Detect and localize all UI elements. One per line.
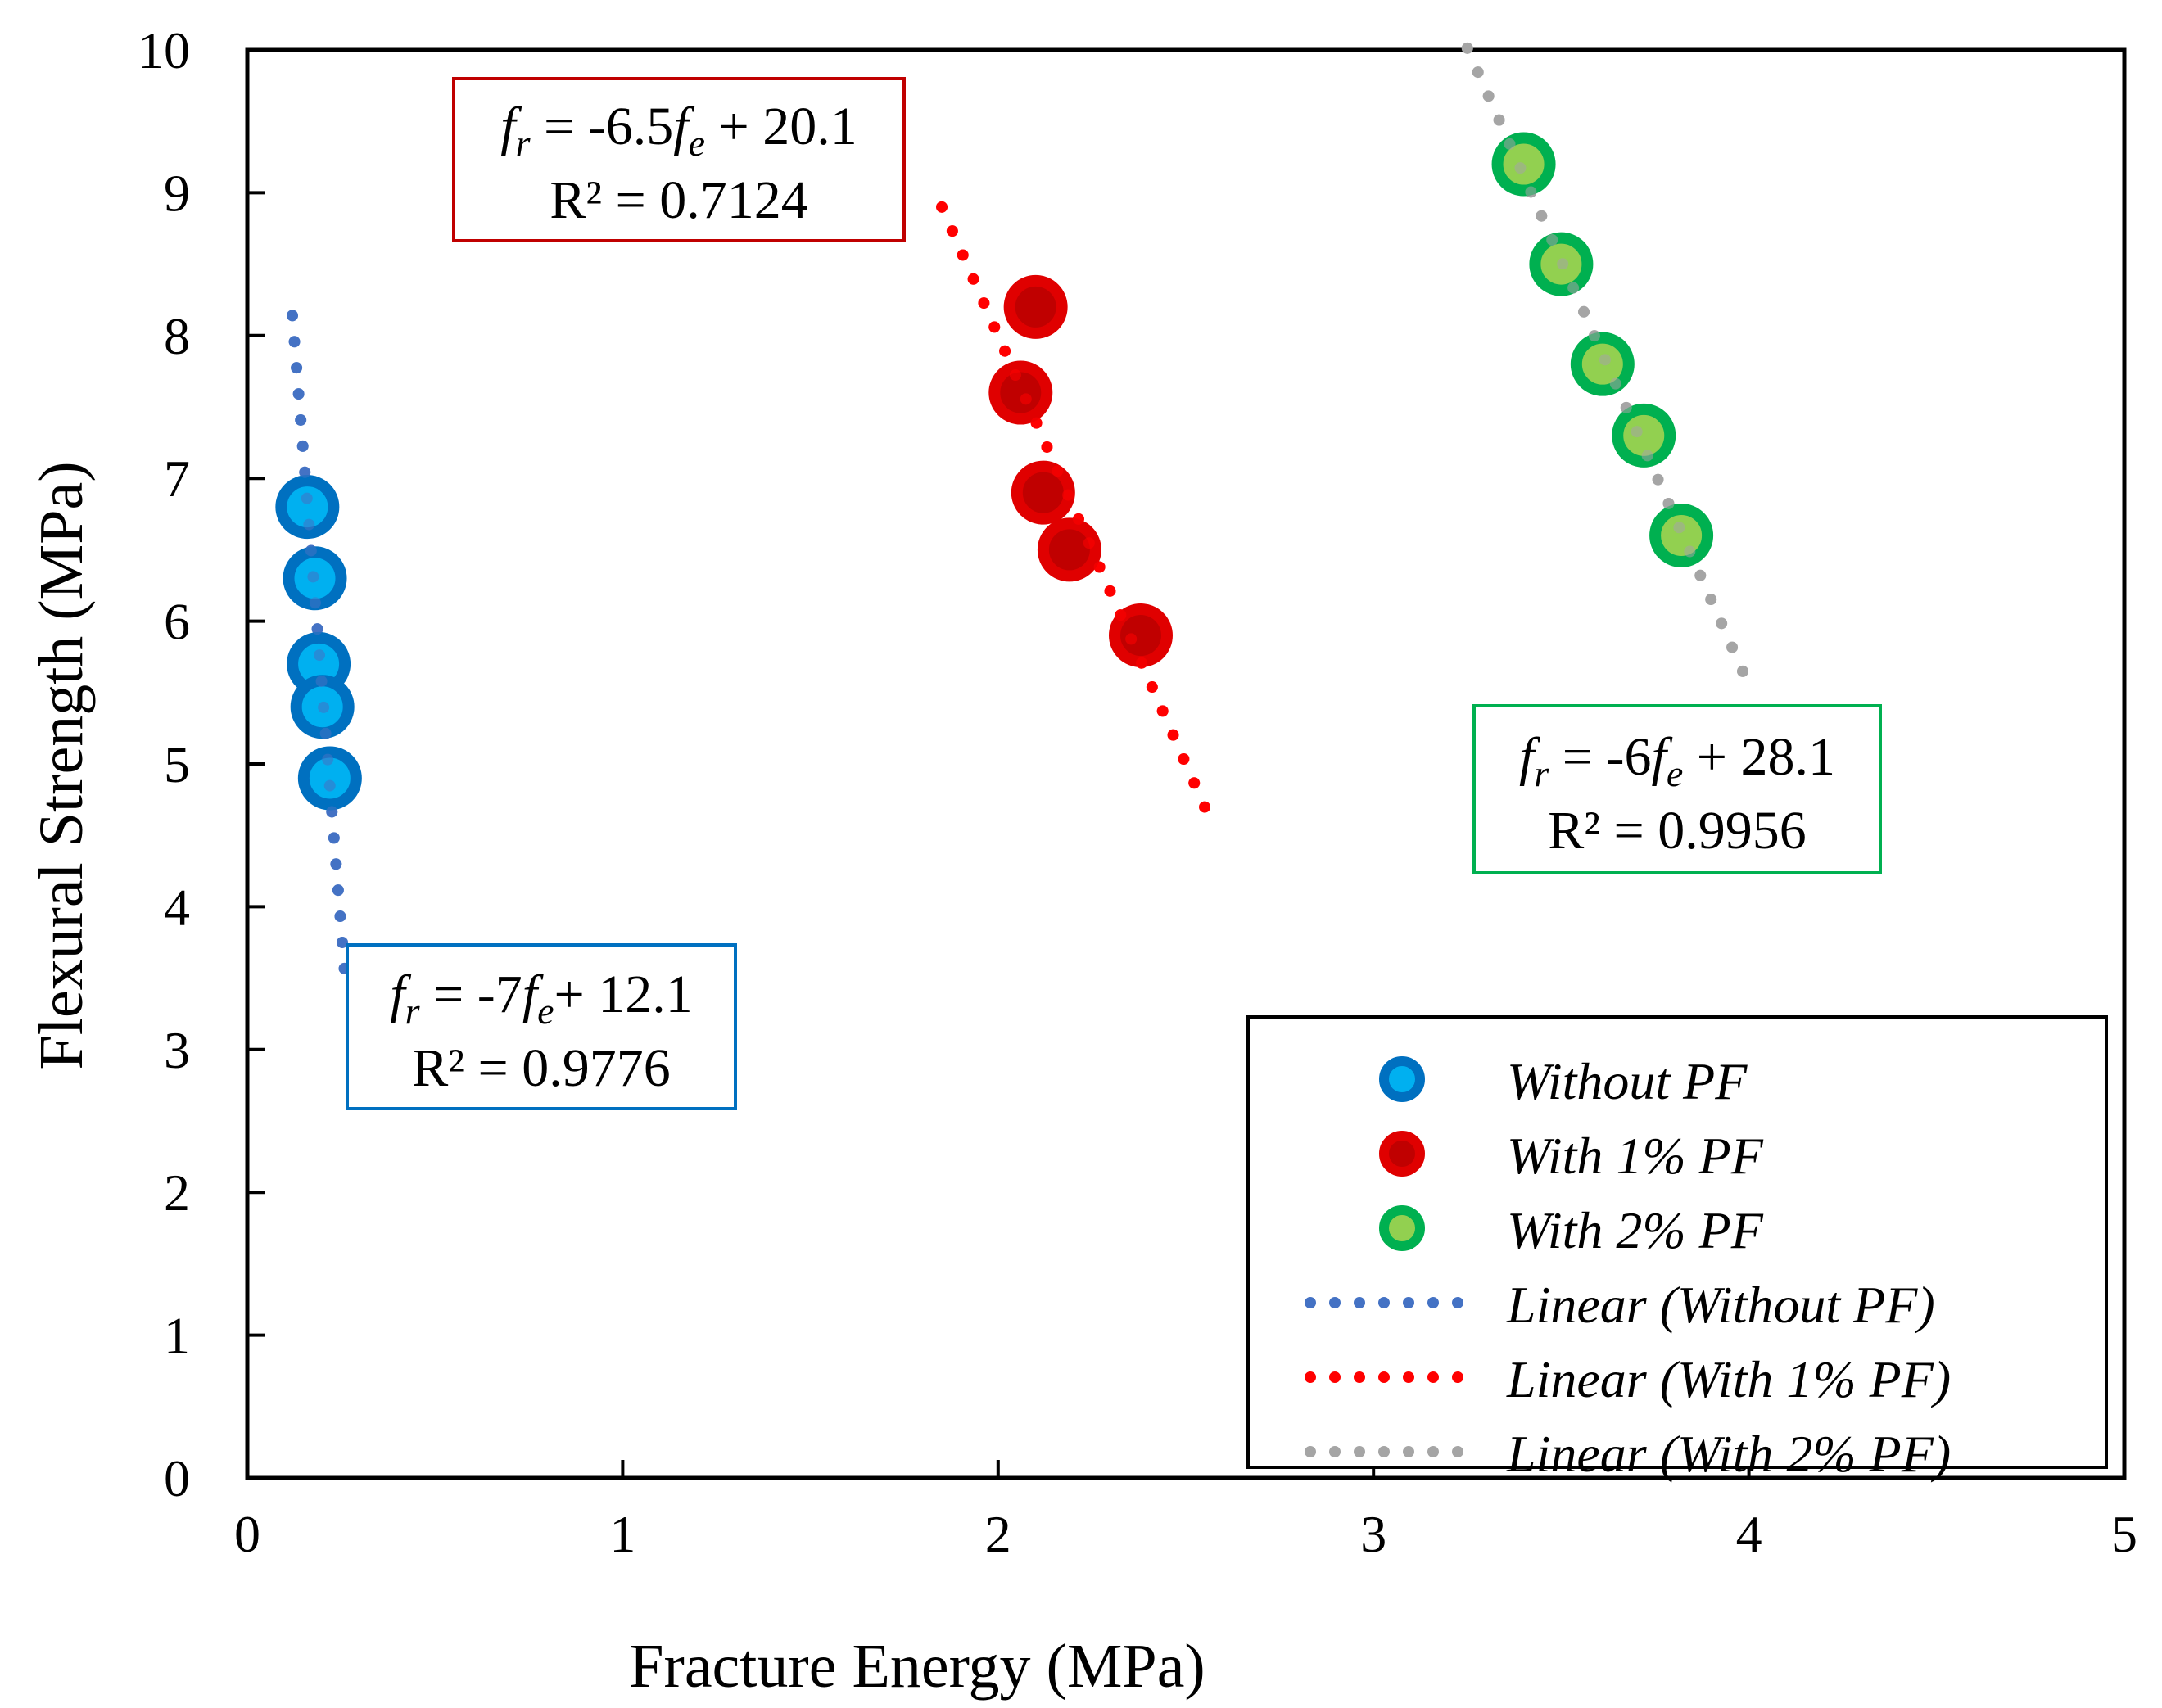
data-point-series-1 — [1003, 274, 1068, 339]
y-tick-label: 6 — [164, 593, 190, 651]
legend-label: Without PF — [1507, 1052, 1748, 1110]
r-squared-1pct: R² = 0.7124 — [550, 170, 808, 230]
y-tick-label: 10 — [138, 21, 190, 79]
x-tick-label: 0 — [234, 1505, 260, 1563]
equation-box-1pct: fr = -6.5fe + 20.1 R² = 0.7124 — [452, 77, 906, 242]
legend-label: With 2% PF — [1507, 1201, 1764, 1259]
equation-1pct: fr = -6.5fe + 20.1 — [500, 97, 857, 164]
y-tick-label: 7 — [164, 450, 190, 508]
x-tick-label: 2 — [985, 1505, 1011, 1563]
data-points — [275, 42, 1755, 982]
y-axis: 0 1 2 3 4 5 6 7 8 9 10 — [138, 21, 265, 1507]
y-tick-label: 3 — [164, 1021, 190, 1079]
data-point-series-0 — [297, 746, 362, 811]
equation-nopf: fr = -7fe+ 12.1 — [390, 965, 692, 1032]
trendline-overlay-0 — [287, 310, 351, 982]
x-axis-title: Fracture Energy (MPa) — [629, 1632, 1205, 1701]
equation-box-nopf-border — [346, 943, 737, 1110]
x-tick-label: 1 — [609, 1505, 635, 1563]
y-tick-label: 2 — [164, 1164, 190, 1222]
r-squared-2pct: R² = 0.9956 — [1548, 801, 1807, 861]
x-tick-label: 3 — [1360, 1505, 1386, 1563]
y-tick-label: 9 — [164, 164, 190, 222]
equation-box-1pct-border — [452, 77, 906, 242]
r-squared-nopf: R² = 0.9776 — [412, 1038, 671, 1098]
equation-box-nopf: fr = -7fe+ 12.1 R² = 0.9776 — [346, 943, 737, 1110]
trendline-overlay-1 — [936, 201, 1214, 821]
x-tick-label: 5 — [2111, 1505, 2137, 1563]
data-point-series-2 — [1612, 403, 1676, 468]
legend-label: Linear (With 1% PF) — [1506, 1350, 1951, 1408]
data-point-series-1 — [1037, 517, 1101, 582]
equation-2pct: fr = -6fe + 28.1 — [1519, 727, 1835, 794]
legend-marker-series-0 — [1379, 1056, 1425, 1102]
equation-box-2pct-border — [1472, 704, 1882, 874]
y-tick-label: 0 — [164, 1449, 190, 1507]
legend-label: Linear (Without PF) — [1506, 1276, 1935, 1334]
data-point-series-0 — [275, 475, 340, 540]
legend-label: Linear (With 2% PF) — [1506, 1425, 1951, 1483]
data-point-series-2 — [1649, 503, 1714, 567]
trendline-overlay-2 — [1461, 42, 1755, 692]
y-tick-label: 5 — [164, 735, 190, 793]
y-tick-label: 8 — [164, 307, 190, 365]
equation-box-2pct: fr = -6fe + 28.1 R² = 0.9956 — [1472, 704, 1882, 874]
legend-marker-series-1 — [1379, 1131, 1425, 1177]
legend: Without PF With 1% PF With 2% PF Linear (Wi… — [1246, 1015, 2108, 1483]
legend-label: With 1% PF — [1507, 1127, 1764, 1185]
legend-marker-series-2 — [1379, 1205, 1425, 1251]
y-tick-label: 4 — [164, 878, 190, 936]
y-tick-label: 1 — [164, 1307, 190, 1365]
data-point-series-1 — [988, 360, 1053, 425]
y-axis-title: Flexural Strength (MPa) — [27, 461, 96, 1069]
x-tick-label: 4 — [1736, 1505, 1762, 1563]
legend-items: Without PF With 1% PF With 2% PF Linear (Wi… — [1305, 1052, 1951, 1483]
